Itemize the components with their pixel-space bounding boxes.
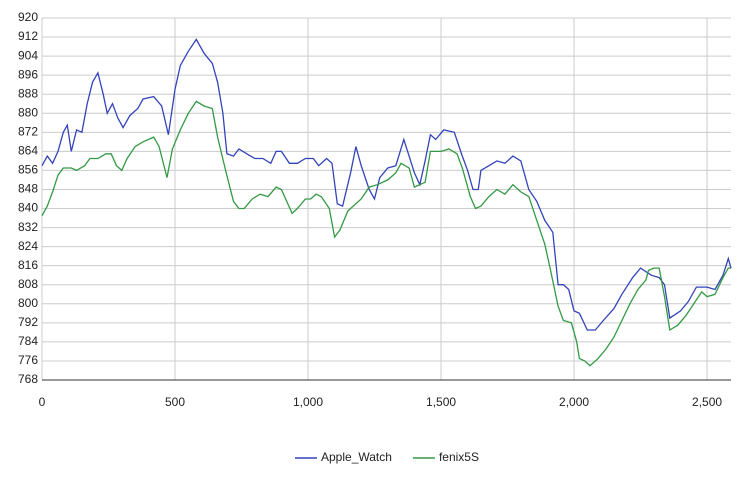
y-tick-label: 816 <box>18 258 38 272</box>
series-line <box>41 100 731 367</box>
x-tick-label: 500 <box>165 395 185 409</box>
y-tick-label: 856 <box>18 163 38 177</box>
y-tick-label: 784 <box>18 334 38 348</box>
y-tick-label: 904 <box>18 48 38 62</box>
y-tick-label: 872 <box>18 124 38 138</box>
y-tick-label: 808 <box>18 277 38 291</box>
x-tick-label: 0 <box>39 395 46 409</box>
x-tick-label: 1,000 <box>293 395 323 409</box>
x-tick-label: 2,000 <box>559 395 589 409</box>
y-tick-label: 792 <box>18 315 38 329</box>
y-tick-label: 832 <box>18 220 38 234</box>
y-tick-label: 768 <box>18 372 38 386</box>
series-line <box>41 38 732 331</box>
y-tick-label: 776 <box>18 353 38 367</box>
y-tick-label: 920 <box>18 10 38 24</box>
y-tick-label: 824 <box>18 239 38 253</box>
y-tick-label: 840 <box>18 201 38 215</box>
y-tick-label: 800 <box>18 296 38 310</box>
x-tick-label: 2,500 <box>692 395 722 409</box>
y-tick-label: 848 <box>18 182 38 196</box>
x-tick-label: 1,500 <box>426 395 456 409</box>
y-tick-label: 912 <box>18 29 38 43</box>
y-tick-label: 896 <box>18 67 38 81</box>
y-tick-label: 864 <box>18 144 38 158</box>
y-tick-label: 888 <box>18 86 38 100</box>
legend-label: Apple_Watch <box>321 450 392 464</box>
y-tick-label: 880 <box>18 105 38 119</box>
legend-label: fenix5S <box>439 450 479 464</box>
